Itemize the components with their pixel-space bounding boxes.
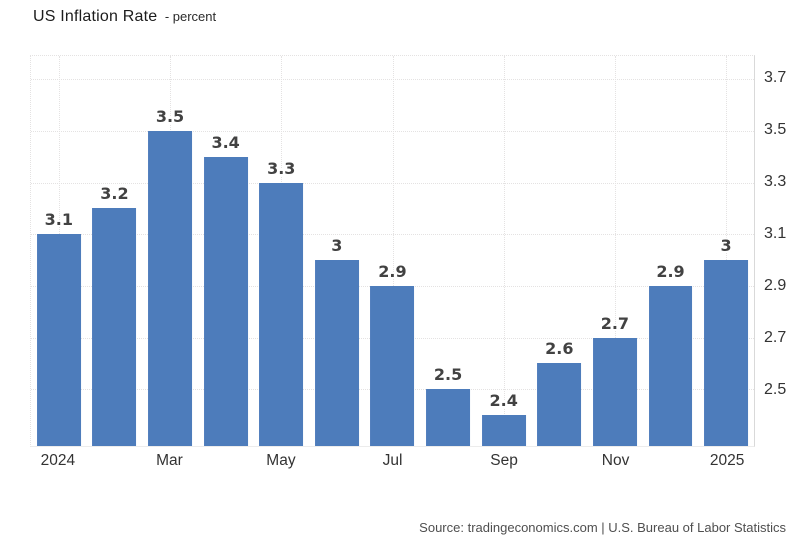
bar-value-label: 2.9 — [378, 261, 407, 281]
bar-cell: 3 — [309, 56, 365, 446]
x-axis: 2024 Mar May Jul Sep Nov 2025 — [30, 452, 755, 474]
bar — [148, 130, 192, 446]
bar-cell: 2.4 — [476, 56, 532, 446]
bar — [314, 260, 359, 446]
bar-cell: 3.3 — [253, 56, 309, 446]
bar-value-label: 2.9 — [656, 261, 685, 281]
bar-cell: 2.9 — [643, 56, 699, 446]
bar-cell: 3.2 — [87, 56, 143, 446]
bar-value-label: 3.5 — [155, 106, 185, 126]
bar-cell: 2.6 — [531, 56, 587, 446]
bar-value-label: 2.6 — [545, 339, 574, 359]
bar — [203, 156, 248, 446]
bar-cell: 3.4 — [198, 56, 254, 446]
plot-area: 3.1 3.2 3.5 3.4 3.3 3 2.9 2.5 2.4 2.6 2.7 2.9 3 — [30, 55, 755, 447]
bar-cell: 3.1 — [31, 56, 87, 446]
bar-value-label: 3.1 — [44, 210, 73, 230]
source-attribution: Source: tradingeconomics.com | U.S. Bure… — [419, 520, 786, 535]
bar-value-label: 2.5 — [433, 365, 463, 385]
gridline-vertical — [392, 56, 394, 446]
bars-row: 3.1 3.2 3.5 3.4 3.3 3 2.9 2.5 2.4 2.6 2.7 2.9 3 — [31, 56, 754, 446]
bar-value-label: 3.3 — [267, 158, 296, 178]
chart-subtitle: - percent — [164, 9, 217, 24]
bar-value-label: 3.4 — [211, 132, 240, 152]
y-tick-label: 3.5 — [764, 121, 787, 139]
bar — [537, 363, 582, 446]
bar-cell: 2.5 — [420, 56, 476, 446]
bar-cell: 2.7 — [587, 56, 643, 446]
gridline-vertical — [726, 56, 728, 446]
y-tick-label: 3.1 — [764, 225, 787, 243]
bar-cell: 3.5 — [142, 56, 198, 446]
bar-value-label: 3 — [331, 236, 343, 256]
y-axis: 3.7 3.5 3.3 3.1 2.9 2.7 2.5 — [764, 55, 800, 447]
gridline-vertical — [503, 56, 505, 446]
bar-value-label: 2.7 — [600, 313, 630, 333]
y-tick-label: 2.7 — [764, 328, 787, 346]
x-tick-label: Sep — [490, 452, 518, 469]
x-tick-label: Jul — [382, 452, 403, 469]
y-tick-label: 2.9 — [764, 277, 787, 295]
bar-value-label: 3.2 — [100, 184, 129, 204]
x-tick-label: 2025 — [709, 452, 745, 469]
y-tick-label: 3.7 — [764, 69, 787, 87]
y-tick-label: 2.5 — [764, 380, 787, 398]
bar — [704, 260, 749, 446]
y-tick-label: 3.3 — [764, 173, 787, 191]
bar — [370, 285, 415, 446]
bar — [259, 182, 304, 446]
gridline-vertical — [614, 56, 616, 446]
bar-value-label: 2.4 — [489, 391, 518, 411]
bar — [92, 208, 137, 446]
bar-cell: 2.9 — [365, 56, 421, 446]
bar — [426, 389, 471, 446]
chart-header: US Inflation Rate - percent — [33, 8, 216, 26]
chart-title: US Inflation Rate — [33, 8, 158, 25]
bar-value-label: 3 — [720, 236, 732, 256]
x-tick-label: 2024 — [40, 452, 76, 469]
bar — [592, 337, 637, 446]
bar-cell: 3 — [698, 56, 754, 446]
x-tick-label: May — [266, 452, 296, 469]
bar — [648, 285, 693, 446]
bar — [481, 415, 526, 446]
x-tick-label: Nov — [601, 452, 630, 469]
x-tick-label: Mar — [156, 452, 183, 469]
bar — [36, 234, 81, 446]
